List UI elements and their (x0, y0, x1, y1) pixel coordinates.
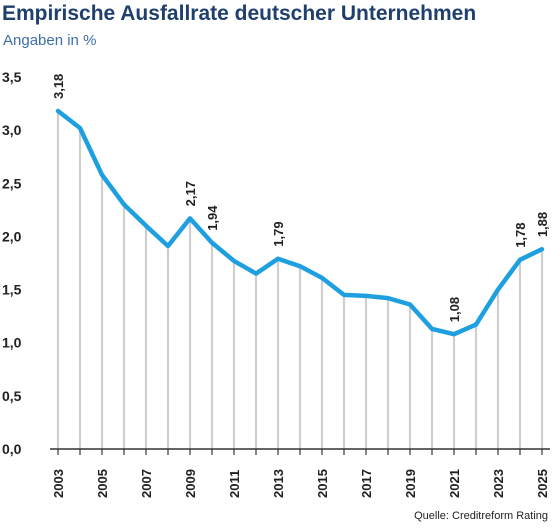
data-labels: 3,18 2,17 1,94 1,79 1,08 1,78 1,88 (51, 74, 550, 323)
data-label: 1,78 (513, 222, 528, 247)
x-tick-label: 2025 (535, 469, 550, 498)
y-tick-label: 2,0 (2, 228, 22, 244)
series-line (55, 108, 545, 337)
x-axis: 2003 2005 2007 2009 2011 2013 2015 2017 2019 2021… (50, 448, 550, 498)
x-tick-label: 2009 (183, 469, 198, 498)
data-label: 1,88 (535, 212, 550, 237)
data-label: 2,17 (183, 181, 198, 206)
data-label: 1,94 (205, 205, 220, 231)
data-label: 3,18 (51, 74, 66, 99)
y-tick-label: 0,0 (2, 441, 22, 457)
x-tick-label: 2003 (51, 469, 66, 498)
data-label: 1,79 (271, 221, 286, 246)
y-tick-label: 0,5 (2, 388, 22, 404)
source-note: Quelle: Creditreform Rating (414, 510, 548, 522)
y-tick-label: 3,0 (2, 122, 22, 138)
x-tick-label: 2017 (359, 469, 374, 498)
x-tick-label: 2007 (139, 469, 154, 498)
series (55, 108, 545, 337)
x-tick-label: 2013 (271, 469, 286, 498)
drop-lines (56, 111, 544, 449)
x-tick-label: 2005 (95, 469, 110, 498)
x-tick-label: 2021 (447, 469, 462, 498)
chart-title: Empirische Ausfallrate deutscher Unterne… (2, 2, 477, 25)
y-axis: 0,0 0,5 1,0 1,5 2,0 2,5 3,0 3,5 (2, 69, 22, 457)
x-tick-label: 2015 (315, 469, 330, 498)
y-tick-label: 2,5 (2, 175, 22, 191)
y-tick-label: 1,5 (2, 282, 22, 298)
x-tick-label: 2023 (491, 469, 506, 498)
data-label: 1,08 (447, 297, 462, 322)
y-tick-label: 1,0 (2, 335, 22, 351)
chart-subtitle: Angaben in % (3, 32, 97, 49)
y-tick-label: 3,5 (2, 69, 22, 85)
x-tick-label: 2019 (403, 469, 418, 498)
x-tick-label: 2011 (227, 470, 242, 498)
